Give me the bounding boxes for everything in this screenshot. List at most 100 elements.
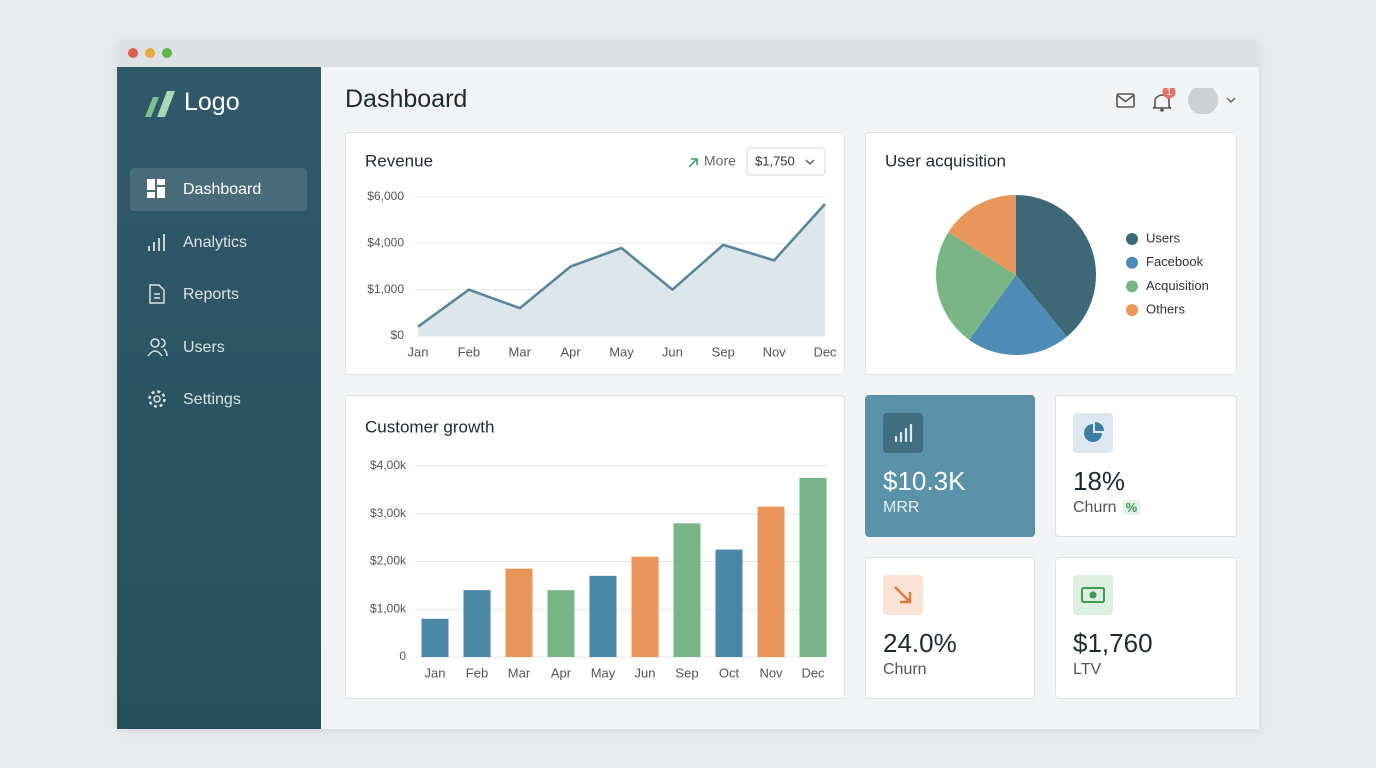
more-arrow — [688, 158, 698, 168]
x-tick-label: Mar — [509, 344, 532, 359]
kpi-badge: % — [1122, 500, 1141, 515]
x-tick-label: Oct — [719, 665, 740, 680]
nav-item[interactable]: Settings — [130, 378, 307, 421]
legend-label: Others — [1146, 302, 1186, 317]
nav-label: Settings — [183, 391, 241, 409]
kpi-icon — [883, 413, 923, 453]
bar — [757, 506, 785, 657]
nav-icon — [149, 284, 165, 304]
x-tick-label: Dec — [813, 344, 837, 359]
y-tick-label: $6,000 — [367, 189, 404, 203]
bar — [715, 549, 743, 657]
x-tick-label: Sep — [675, 665, 698, 680]
kpi-card[interactable]: 18% Churn% — [1055, 395, 1237, 537]
selector-chevron — [805, 159, 815, 165]
bar — [505, 568, 533, 657]
kpi-card[interactable]: $1,760 LTV — [1055, 557, 1237, 699]
nav-item[interactable]: Reports — [130, 273, 307, 316]
acquisition-chart: User acquisition Users Facebook Acquisition… — [885, 151, 1209, 355]
more-link[interactable]: More — [704, 153, 736, 169]
nav-item[interactable]: Analytics — [130, 221, 307, 264]
avatar[interactable] — [1188, 88, 1218, 114]
x-tick-label: Mar — [508, 665, 531, 680]
kpi-icon — [883, 575, 923, 615]
pie-slice — [1016, 195, 1096, 337]
x-tick-label: Feb — [458, 344, 480, 359]
kpi-label: MRR — [883, 499, 920, 516]
legend-swatch — [1126, 304, 1138, 317]
logo-text[interactable]: Logo — [184, 88, 240, 116]
x-tick-label: Nov — [759, 665, 783, 680]
acquisition-card: User acquisition Users Facebook Acquisition… — [865, 132, 1237, 375]
nav-label: Analytics — [183, 233, 248, 251]
maximize-dot[interactable] — [162, 48, 172, 58]
pie-slice — [948, 195, 1016, 275]
x-tick-label: Apr — [551, 665, 572, 680]
logo-icon — [145, 91, 175, 117]
bar — [799, 477, 827, 657]
nav-icon — [147, 179, 165, 198]
x-tick-label: Jan — [408, 344, 429, 359]
y-tick-label: 0 — [399, 649, 406, 663]
y-tick-label: $4,00k — [370, 458, 407, 472]
bar — [421, 618, 449, 657]
chart-title: User acquisition — [885, 151, 1006, 170]
nav-label: Users — [183, 338, 225, 356]
header-icons: 1 — [1116, 88, 1236, 114]
nav-icon — [148, 390, 166, 409]
bar — [589, 575, 617, 657]
revenue-area — [418, 203, 825, 336]
mail-icon[interactable] — [1116, 93, 1135, 108]
kpi-card[interactable]: $10.3K MRR — [865, 395, 1035, 537]
x-tick-label: May — [591, 665, 616, 680]
notification-count: 1 — [1166, 88, 1172, 98]
nav-item[interactable]: Dashboard — [130, 168, 307, 211]
selector-value: $1,750 — [755, 153, 795, 168]
x-tick-label: Apr — [561, 344, 582, 359]
legend-label: Facebook — [1146, 254, 1204, 269]
legend-swatch — [1126, 256, 1138, 269]
nav-label: Reports — [183, 286, 240, 304]
x-tick-label: Sep — [712, 344, 735, 359]
nav-icon — [147, 338, 168, 357]
legend-swatch — [1126, 280, 1138, 293]
revenue-card: Revenue More $1,750 $0 $1,000 $4,000 $6,000 Jan… — [345, 132, 845, 375]
legend-swatch — [1126, 233, 1138, 245]
x-tick-label: Jun — [662, 344, 683, 359]
kpi-label: Churn — [1073, 499, 1117, 516]
x-tick-label: May — [609, 344, 634, 359]
revenue-chart: Revenue More $1,750 $0 $1,000 $4,000 $6,000 Jan… — [365, 147, 837, 359]
y-tick-label: $0 — [391, 328, 405, 342]
x-tick-label: Nov — [763, 344, 787, 359]
revenue-line — [417, 203, 826, 328]
kpi-icon — [1073, 413, 1113, 453]
bar — [631, 556, 659, 657]
x-tick-label: Dec — [801, 665, 825, 680]
sidebar — [117, 67, 321, 729]
kpi-value: $10.3K — [883, 466, 966, 496]
kpi-value: 24.0% — [883, 628, 957, 658]
x-tick-label: Feb — [466, 665, 488, 680]
kpi-value: 18% — [1073, 466, 1126, 496]
growth-card: Customer growth 0 $1,00k $2,00k $3,00k $4,00k… — [345, 395, 845, 699]
notification-badge — [1162, 88, 1176, 99]
x-tick-label: Jan — [425, 665, 446, 680]
y-tick-label: $2,00k — [370, 554, 407, 568]
selector-box[interactable] — [746, 147, 826, 176]
nav-icon — [148, 233, 165, 251]
pie-slice — [936, 232, 1016, 340]
nav-label: Dashboard — [183, 181, 262, 198]
legend-label: Acquisition — [1146, 278, 1209, 293]
close-dot[interactable] — [128, 48, 138, 58]
nav-item[interactable]: Users — [130, 326, 307, 369]
avatar-menu-chevron[interactable] — [1226, 97, 1236, 104]
bar — [463, 590, 491, 657]
kpi-label-row: Churn% — [1073, 499, 1141, 517]
minimize-dot[interactable] — [145, 48, 155, 58]
legend-label: Users — [1146, 230, 1180, 245]
bar — [673, 523, 701, 657]
chart-title: Customer growth — [365, 417, 494, 436]
kpi-card[interactable]: 24.0% Churn — [865, 557, 1035, 699]
kpi-label: LTV — [1073, 661, 1102, 678]
title-bar — [117, 40, 1259, 67]
